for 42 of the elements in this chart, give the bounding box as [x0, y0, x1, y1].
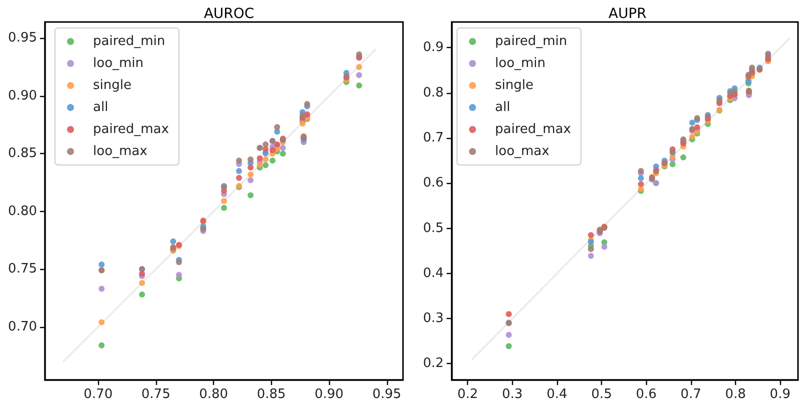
y-tick-label: 0.85 — [8, 146, 37, 162]
y-tick-label: 0.6 — [422, 176, 444, 191]
legend-label: all — [93, 100, 108, 115]
y-tick-label: 0.70 — [8, 319, 37, 334]
y-tick-label: 0.2 — [422, 356, 444, 372]
y-tick-label: 0.5 — [422, 220, 444, 236]
y-tick-label: 0.90 — [8, 88, 37, 104]
legend-label: single — [93, 78, 132, 93]
legend-label: loo_min — [93, 56, 144, 71]
legend-label: all — [495, 100, 510, 115]
y-tick-label: 0.9 — [422, 40, 444, 56]
x-tick-label: 0.6 — [636, 387, 657, 402]
legend-label: single — [495, 78, 534, 93]
y-tick-label: 0.95 — [8, 30, 37, 46]
legend-label: loo_min — [495, 56, 546, 71]
x-tick-label: 0.9 — [770, 387, 790, 402]
legend-label: loo_max — [495, 144, 550, 159]
legend-label: paired_min — [93, 34, 166, 49]
chart-title: AUPR — [608, 6, 647, 22]
x-tick-label: 0.8 — [725, 387, 746, 402]
x-tick-label: 0.75 — [141, 387, 170, 402]
x-tick-label: 0.90 — [314, 387, 344, 402]
y-tick-label: 0.75 — [8, 262, 37, 277]
x-tick-label: 0.70 — [84, 387, 113, 402]
x-tick-label: 0.2 — [457, 387, 478, 402]
x-tick-label: 0.7 — [680, 387, 702, 402]
y-tick-label: 0.4 — [422, 266, 444, 281]
y-tick-label: 0.7 — [422, 130, 444, 146]
y-tick-label: 0.3 — [422, 311, 444, 326]
x-tick-label: 0.5 — [591, 387, 612, 402]
x-tick-label: 0.4 — [546, 387, 568, 402]
legend-label: paired_max — [495, 122, 572, 137]
legend-label: paired_max — [93, 122, 170, 137]
x-tick-label: 0.85 — [256, 387, 286, 402]
legend-label: loo_max — [93, 144, 148, 159]
x-tick-label: 0.95 — [372, 387, 402, 402]
y-tick-label: 0.80 — [8, 204, 37, 219]
legend-label: paired_min — [495, 34, 568, 49]
x-tick-label: 0.80 — [199, 387, 228, 402]
y-tick-label: 0.8 — [422, 85, 444, 100]
chart-title: AUROC — [204, 6, 254, 22]
x-tick-label: 0.3 — [502, 387, 523, 402]
